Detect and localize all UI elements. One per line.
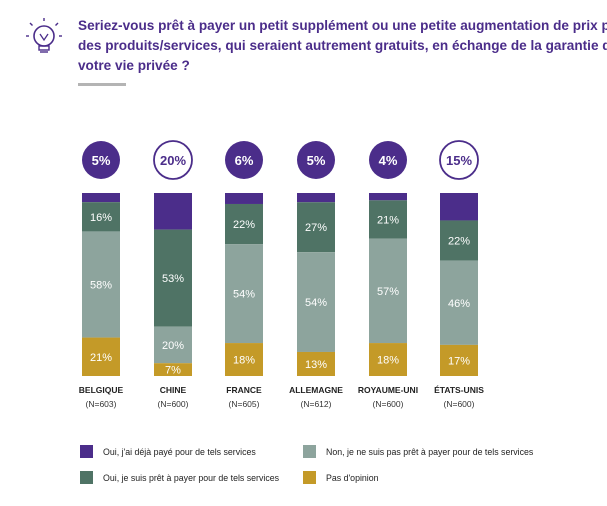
legend-label-0: Oui, j'ai déjà payé pour de tels service… xyxy=(103,447,256,457)
circle-label-chine: 20% xyxy=(160,153,186,168)
segment-label-chine-2: 20% xyxy=(162,340,184,352)
bar-segment-royaume-uni-0 xyxy=(369,193,407,201)
circle-label-belgique: 5% xyxy=(92,153,111,168)
segment-label-belgique-2: 58% xyxy=(90,280,112,292)
bar-segment-états-unis-0 xyxy=(440,193,478,221)
bar-segment-belgique-2 xyxy=(82,231,120,338)
legend-label-1: Non, je ne suis pas prêt à payer pour de… xyxy=(326,447,534,457)
segment-label-france-2: 54% xyxy=(233,289,255,301)
country-label-0: BELGIQUE xyxy=(79,385,124,395)
bar-segment-allemagne-1 xyxy=(297,202,335,253)
segment-label-france-3: 18% xyxy=(233,355,255,367)
circle-label-royaume-uni: 4% xyxy=(379,153,398,168)
country-label-2: FRANCE xyxy=(226,385,262,395)
title-line-2: des produits/services, qui seraient autr… xyxy=(78,38,607,53)
bar-segment-chine-0 xyxy=(154,193,192,230)
value-circle-royaume-uni xyxy=(369,141,407,179)
bar-segment-france-1 xyxy=(225,203,263,245)
segment-label-allemagne-3: 13% xyxy=(305,359,327,371)
country-label-3: ALLEMAGNE xyxy=(289,385,343,395)
title-line-1: Seriez-vous prêt à payer un petit supplé… xyxy=(78,18,607,33)
bar-segment-états-unis-1 xyxy=(440,220,478,261)
sample-size-3: (N=612) xyxy=(301,399,332,409)
bar-segment-royaume-uni-1 xyxy=(369,200,407,239)
bar-segment-france-0 xyxy=(225,193,263,204)
value-circle-états-unis xyxy=(439,140,479,180)
bar-segment-royaume-uni-2 xyxy=(369,238,407,344)
segment-label-chine-3: 7% xyxy=(165,365,181,377)
segment-label-royaume-uni-1: 21% xyxy=(377,215,399,227)
bar-segment-royaume-uni-3 xyxy=(369,343,407,376)
country-label-1: CHINE xyxy=(160,385,187,395)
bar-segment-belgique-3 xyxy=(82,337,120,376)
segment-label-belgique-3: 21% xyxy=(90,352,112,364)
segment-label-royaume-uni-2: 57% xyxy=(377,286,399,298)
legend-label-3: Pas d'opinion xyxy=(326,473,379,483)
sample-size-2: (N=605) xyxy=(229,399,260,409)
title-separator xyxy=(78,83,126,86)
bar-segment-allemagne-0 xyxy=(297,193,335,203)
bar-segment-états-unis-2 xyxy=(440,260,478,345)
bar-segment-france-3 xyxy=(225,343,263,376)
segment-label-états-unis-1: 22% xyxy=(448,236,470,248)
bar-segment-allemagne-2 xyxy=(297,252,335,352)
segment-label-états-unis-3: 17% xyxy=(448,355,470,367)
segment-label-belgique-1: 16% xyxy=(90,212,112,224)
legend-swatch-0 xyxy=(80,445,93,458)
sample-size-5: (N=600) xyxy=(444,399,475,409)
bar-segment-belgique-0 xyxy=(82,193,120,203)
bar-segment-allemagne-3 xyxy=(297,351,335,376)
segment-label-royaume-uni-3: 18% xyxy=(377,355,399,367)
country-label-5: ÉTATS-UNIS xyxy=(434,385,484,395)
legend-swatch-2 xyxy=(80,471,93,484)
bar-segment-chine-1 xyxy=(154,229,192,327)
bar-segment-chine-2 xyxy=(154,326,192,364)
country-label-4: ROYAUME-UNI xyxy=(358,385,418,395)
bar-segment-france-2 xyxy=(225,244,263,344)
legend-label-2: Oui, je suis prêt à payer pour de tels s… xyxy=(103,473,280,483)
circle-label-allemagne: 5% xyxy=(307,153,326,168)
legend: Oui, j'ai déjà payé pour de tels service… xyxy=(80,445,534,484)
sample-size-4: (N=600) xyxy=(373,399,404,409)
value-circle-belgique xyxy=(82,141,120,179)
bar-segment-belgique-1 xyxy=(82,202,120,232)
legend-swatch-1 xyxy=(303,445,316,458)
bars-layer: 16% 58% 21% 5% BELGIQUE (N=603) 53% 20% 7% 20% CHI… xyxy=(79,140,484,409)
legend-swatch-3 xyxy=(303,471,316,484)
bar-segment-chine-3 xyxy=(154,363,192,376)
sample-size-0: (N=603) xyxy=(86,399,117,409)
sample-size-1: (N=600) xyxy=(158,399,189,409)
lightbulb-icon xyxy=(26,18,62,53)
segment-label-allemagne-1: 27% xyxy=(305,222,327,234)
circle-label-états-unis: 15% xyxy=(446,153,472,168)
circle-label-france: 6% xyxy=(235,153,254,168)
segment-label-états-unis-2: 46% xyxy=(448,298,470,310)
value-circle-allemagne xyxy=(297,141,335,179)
segment-label-chine-1: 53% xyxy=(162,273,184,285)
title-line-3: votre vie privée ? xyxy=(78,58,190,73)
bar-segment-états-unis-3 xyxy=(440,344,478,376)
value-circle-france xyxy=(225,141,263,179)
segment-label-france-1: 22% xyxy=(233,219,255,231)
value-circle-chine xyxy=(153,140,193,180)
segment-label-allemagne-2: 54% xyxy=(305,297,327,309)
